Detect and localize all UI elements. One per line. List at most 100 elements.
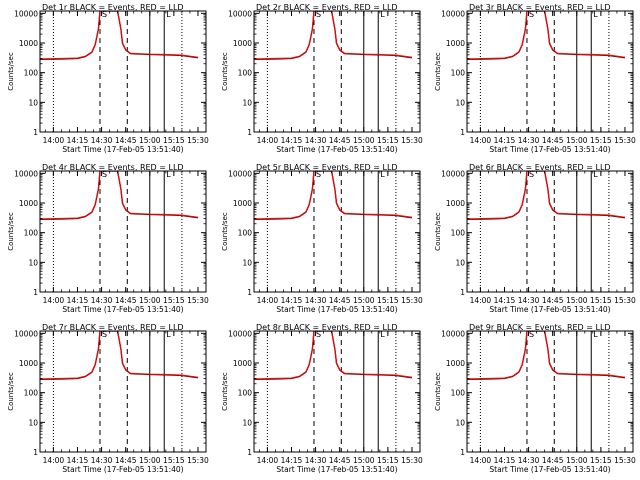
detector-panel: 1 10 100 1000 10000 14:00 14:15 14:30 14:45 15:00… bbox=[7, 3, 209, 154]
panel-title: Det 4r BLACK = Events, RED = LLD bbox=[42, 163, 184, 172]
plot-frame bbox=[39, 170, 207, 293]
lld-series-line bbox=[467, 331, 626, 380]
x-axis-title: Start Time (17-Feb-05 13:51:40) bbox=[489, 145, 610, 154]
plot-frame bbox=[253, 330, 421, 453]
plot-frame bbox=[253, 170, 421, 293]
lld-series-line bbox=[254, 171, 413, 220]
x-tick-label: 15:00 bbox=[566, 296, 588, 305]
x-tick-label: 15:30 bbox=[614, 296, 636, 305]
x-tick-label: 14:15 bbox=[67, 456, 89, 465]
x-tick-label: 15:15 bbox=[377, 296, 399, 305]
marker-label-s: S bbox=[102, 170, 107, 179]
lld-series-line bbox=[40, 171, 199, 220]
y-tick-label: 10000 bbox=[14, 169, 38, 178]
x-tick-label: 14:45 bbox=[329, 296, 351, 305]
x-tick-label: 15:15 bbox=[590, 296, 612, 305]
y-tick-label: 10 bbox=[242, 98, 252, 107]
x-tick-label: 14:30 bbox=[518, 136, 540, 145]
marker-label-l: L bbox=[593, 170, 598, 179]
y-tick-label: 10000 bbox=[441, 9, 465, 18]
x-tick-label: 14:00 bbox=[257, 456, 279, 465]
marker-label-l: L bbox=[593, 10, 598, 19]
plot-frame bbox=[466, 170, 634, 293]
x-axis-title: Start Time (17-Feb-05 13:51:40) bbox=[489, 305, 610, 314]
x-tick-label: 15:00 bbox=[353, 456, 375, 465]
detector-panel: 1 10 100 1000 10000 14:00 14:15 14:30 14:45 15:00… bbox=[434, 3, 636, 154]
y-tick-label: 100 bbox=[24, 389, 39, 398]
x-tick-label: 14:30 bbox=[305, 456, 327, 465]
y-axis-title: Counts/sec bbox=[221, 52, 229, 91]
y-tick-label: 1 bbox=[33, 128, 38, 137]
y-tick-label: 10 bbox=[28, 98, 38, 107]
x-tick-label: 14:30 bbox=[91, 136, 113, 145]
y-axis-title: Counts/sec bbox=[7, 372, 15, 411]
y-tick-label: 1000 bbox=[19, 359, 38, 368]
y-tick-label: 10000 bbox=[441, 169, 465, 178]
x-tick-label: 15:15 bbox=[377, 456, 399, 465]
panel-title: Det 3r BLACK = Events, RED = LLD bbox=[469, 3, 611, 12]
plot-frame bbox=[39, 330, 207, 453]
x-tick-label: 14:30 bbox=[518, 296, 540, 305]
y-tick-label: 100 bbox=[451, 389, 466, 398]
y-tick-label: 10000 bbox=[14, 9, 38, 18]
marker-label-s: S bbox=[529, 330, 534, 339]
x-tick-label: 15:15 bbox=[163, 456, 185, 465]
x-tick-label: 14:15 bbox=[494, 296, 516, 305]
y-axis-title: Counts/sec bbox=[221, 372, 229, 411]
x-tick-label: 14:45 bbox=[115, 456, 137, 465]
x-axis-title: Start Time (17-Feb-05 13:51:40) bbox=[489, 465, 610, 474]
y-tick-label: 10 bbox=[242, 418, 252, 427]
x-tick-label: 14:45 bbox=[329, 136, 351, 145]
x-axis-title: Start Time (17-Feb-05 13:51:40) bbox=[276, 465, 397, 474]
x-tick-label: 14:00 bbox=[257, 136, 279, 145]
x-tick-label: 15:15 bbox=[163, 296, 185, 305]
y-tick-label: 100 bbox=[24, 69, 39, 78]
x-tick-label: 14:45 bbox=[542, 296, 564, 305]
y-tick-label: 1 bbox=[460, 448, 465, 457]
x-axis-title: Start Time (17-Feb-05 13:51:40) bbox=[62, 145, 183, 154]
y-tick-label: 1 bbox=[33, 288, 38, 297]
x-tick-label: 15:00 bbox=[353, 296, 375, 305]
y-tick-label: 1000 bbox=[233, 39, 252, 48]
y-tick-label: 10000 bbox=[441, 329, 465, 338]
y-tick-label: 100 bbox=[24, 229, 39, 238]
y-tick-label: 10000 bbox=[14, 329, 38, 338]
x-tick-label: 15:15 bbox=[163, 136, 185, 145]
y-tick-label: 1 bbox=[247, 128, 252, 137]
x-tick-label: 14:15 bbox=[494, 456, 516, 465]
x-tick-label: 15:15 bbox=[590, 456, 612, 465]
x-tick-label: 15:00 bbox=[566, 136, 588, 145]
marker-label-l: L bbox=[166, 330, 171, 339]
x-tick-label: 15:00 bbox=[139, 136, 161, 145]
x-tick-label: 14:30 bbox=[305, 136, 327, 145]
y-axis-title: Counts/sec bbox=[221, 212, 229, 251]
y-tick-label: 1000 bbox=[19, 39, 38, 48]
y-tick-label: 1000 bbox=[19, 199, 38, 208]
x-tick-label: 14:45 bbox=[329, 456, 351, 465]
x-tick-label: 15:30 bbox=[401, 296, 423, 305]
x-tick-label: 14:15 bbox=[281, 136, 303, 145]
x-tick-label: 15:30 bbox=[614, 456, 636, 465]
y-tick-label: 100 bbox=[451, 229, 466, 238]
detector-panel: 1 10 100 1000 10000 14:00 14:15 14:30 14:45 15:00… bbox=[434, 323, 636, 474]
x-axis-title: Start Time (17-Feb-05 13:51:40) bbox=[276, 145, 397, 154]
x-tick-label: 14:15 bbox=[281, 456, 303, 465]
x-tick-label: 14:30 bbox=[91, 296, 113, 305]
lld-series-line bbox=[467, 171, 626, 220]
lld-series-line bbox=[40, 331, 199, 380]
y-tick-label: 10000 bbox=[228, 329, 252, 338]
y-tick-label: 1000 bbox=[233, 199, 252, 208]
y-axis-title: Counts/sec bbox=[434, 52, 442, 91]
x-tick-label: 14:15 bbox=[67, 296, 89, 305]
x-axis-title: Start Time (17-Feb-05 13:51:40) bbox=[62, 305, 183, 314]
x-tick-label: 15:30 bbox=[187, 456, 209, 465]
marker-label-l: L bbox=[166, 170, 171, 179]
detector-panel: 1 10 100 1000 10000 14:00 14:15 14:30 14:45 15:00… bbox=[434, 163, 636, 314]
y-tick-label: 10 bbox=[455, 98, 465, 107]
x-tick-label: 14:00 bbox=[470, 296, 492, 305]
x-tick-label: 15:15 bbox=[590, 136, 612, 145]
panel-title: Det 9r BLACK = Events, RED = LLD bbox=[469, 323, 611, 332]
marker-label-s: S bbox=[316, 170, 321, 179]
x-tick-label: 14:45 bbox=[115, 136, 137, 145]
